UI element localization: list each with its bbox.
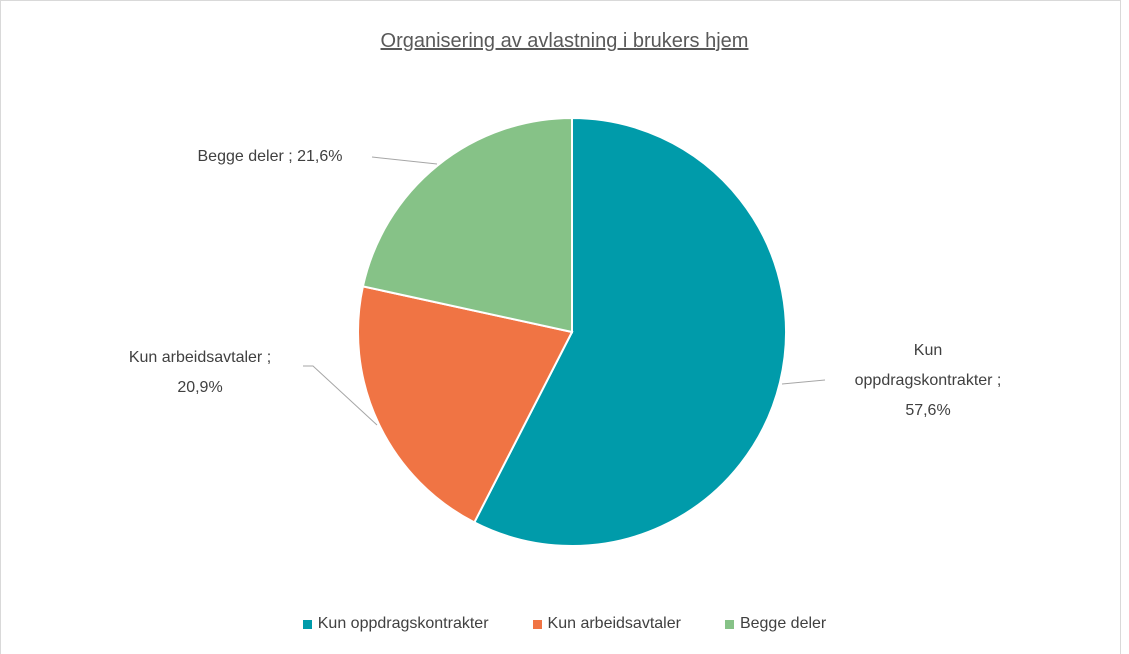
- legend-label: Kun oppdragskontrakter: [317, 615, 489, 632]
- chart-title-box: Organisering av avlastning i brukers hje…: [0, 30, 1129, 53]
- legend-label: Begge deler: [739, 615, 827, 632]
- leader-line: [371, 156, 438, 165]
- leader-line: [781, 379, 826, 385]
- legend-item: Begge deler: [724, 615, 827, 633]
- pie-slice: [361, 116, 573, 334]
- legend: Kun oppdragskontrakter Kun arbeidsavtaler…: [0, 615, 1129, 633]
- pie-slice: [357, 285, 574, 524]
- legend-swatch: [532, 619, 542, 629]
- chart-title: Organisering av avlastning i brukers hje…: [380, 30, 749, 52]
- data-label: Kun oppdragskontrakter ; 57,6%: [854, 342, 1002, 419]
- leader-line: [303, 365, 378, 426]
- legend-label: Kun arbeidsavtaler: [547, 615, 681, 632]
- data-label: Kun arbeidsavtaler ; 20,9%: [128, 349, 272, 396]
- pie: [357, 116, 787, 547]
- pie-slice: [472, 116, 787, 547]
- legend-item: Kun arbeidsavtaler: [532, 615, 681, 633]
- legend-item: Kun oppdragskontrakter: [302, 615, 489, 633]
- data-label: Begge deler ; 21,6%: [197, 148, 343, 165]
- legend-swatch: [302, 619, 312, 629]
- legend-swatch: [724, 619, 734, 629]
